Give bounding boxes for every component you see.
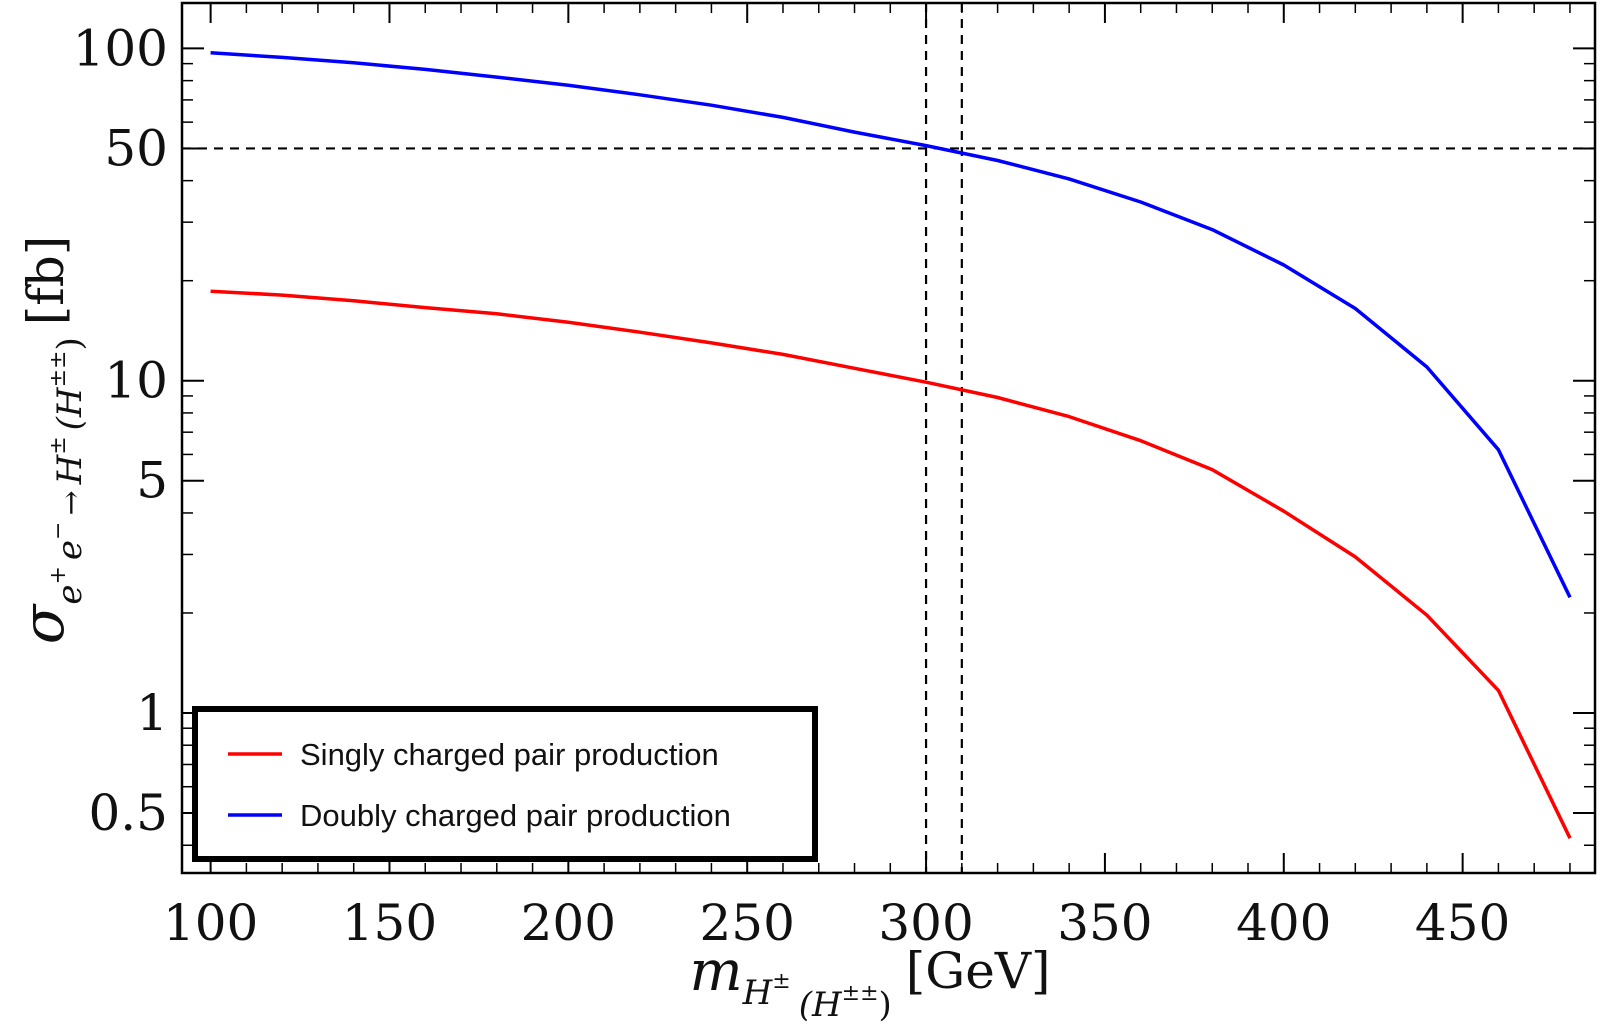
x-label-paren-close: ) [879, 985, 892, 1025]
y-label-pmpm: ±± [46, 351, 71, 388]
legend-box [192, 706, 818, 862]
y-label-sigma: σ [9, 603, 77, 644]
series-line-doubly [210, 51, 1572, 599]
x-label-m: m [690, 939, 743, 1004]
x-tick-label: 250 [699, 894, 794, 952]
x-tick-label: 400 [1236, 894, 1331, 952]
x-label-pm: ± [772, 969, 790, 994]
y-axis-title: σe+e−→H±(H±±)[fb] [9, 236, 90, 645]
y-label-paren-close: ) [50, 337, 90, 350]
y-label-unit: [fb] [17, 236, 75, 326]
y-label-arrow: → [54, 490, 89, 515]
legend-label-singly: Singly charged pair production [300, 737, 719, 772]
x-label-paren-open: (H [799, 985, 843, 1025]
x-tick-label: 350 [1057, 894, 1152, 952]
x-tick-label: 200 [521, 894, 616, 952]
y-label-paren-open: (H [50, 386, 90, 430]
y-tick-label: 0.5 [88, 784, 168, 842]
x-label-H: H [742, 973, 774, 1013]
x-axis-title: mH± (H±±) [GeV] [690, 939, 1051, 1025]
y-label-H: H [50, 453, 90, 485]
x-label-pmpm: ±± [842, 981, 879, 1006]
legend: Singly charged pair production Doubly ch… [192, 706, 818, 862]
y-tick-label: 1 [136, 684, 168, 742]
series-line-singly [210, 289, 1572, 839]
x-tick-label: 450 [1415, 894, 1510, 952]
y-label-minus: − [46, 522, 71, 540]
y-label-e2: e [50, 540, 90, 560]
y-tick-label: 50 [104, 119, 168, 177]
x-tick-label: 300 [878, 894, 973, 952]
y-tick-label: 10 [104, 352, 168, 410]
x-tick-label: 100 [163, 894, 258, 952]
x-label-unit: [GeV] [906, 942, 1051, 1000]
y-tick-label: 5 [136, 452, 168, 510]
y-label-plus: + [46, 566, 71, 584]
y-label-e1: e [50, 585, 90, 605]
y-label-pm: ± [46, 436, 71, 454]
x-tick-label: 150 [342, 894, 437, 952]
y-tick-label: 100 [73, 19, 168, 77]
legend-label-doubly: Doubly charged pair production [300, 798, 731, 833]
